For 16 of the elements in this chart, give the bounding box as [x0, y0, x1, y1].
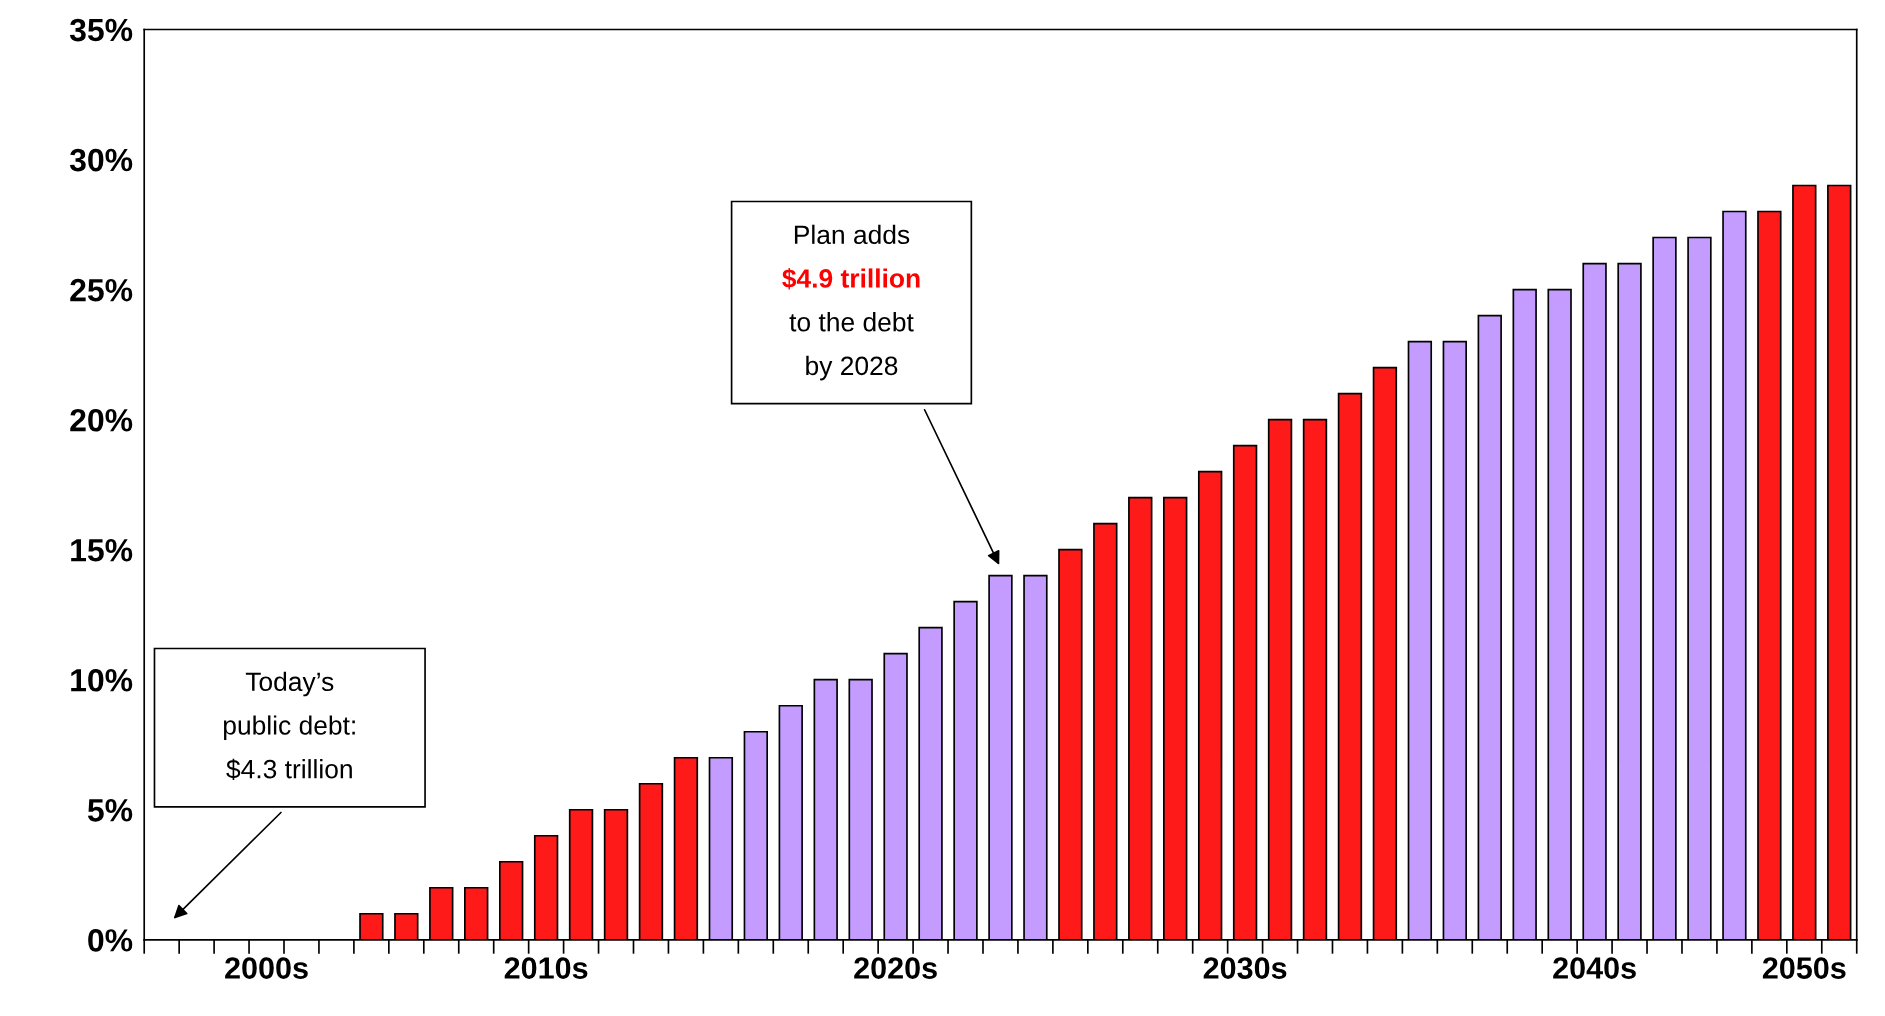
y-tick-label: 20% — [70, 408, 133, 432]
x-tick-label: 2040s — [1553, 957, 1636, 979]
y-tick-label: 30% — [69, 148, 133, 172]
x-tick-label: 2010s — [504, 957, 588, 979]
annotation: Today’s public debt: $4.3 trillion — [223, 671, 355, 781]
x-tick-label: 2000s — [225, 957, 308, 979]
x-tick-label: 2050s — [1762, 957, 1846, 979]
y-tick-label: 15% — [71, 539, 133, 562]
annotation: Plan adds $4.9 trillion to the debt by 2028 — [782, 224, 920, 381]
x-tick-label: 2020s — [854, 957, 937, 979]
x-tick-label: 2030s — [1203, 957, 1287, 979]
y-tick-label: 25% — [70, 278, 133, 302]
y-tick-label: 35% — [69, 18, 133, 42]
y-tick-label: 5% — [87, 799, 133, 822]
y-tick-label: 0% — [88, 929, 133, 952]
y-tick-label: 10% — [71, 668, 133, 692]
